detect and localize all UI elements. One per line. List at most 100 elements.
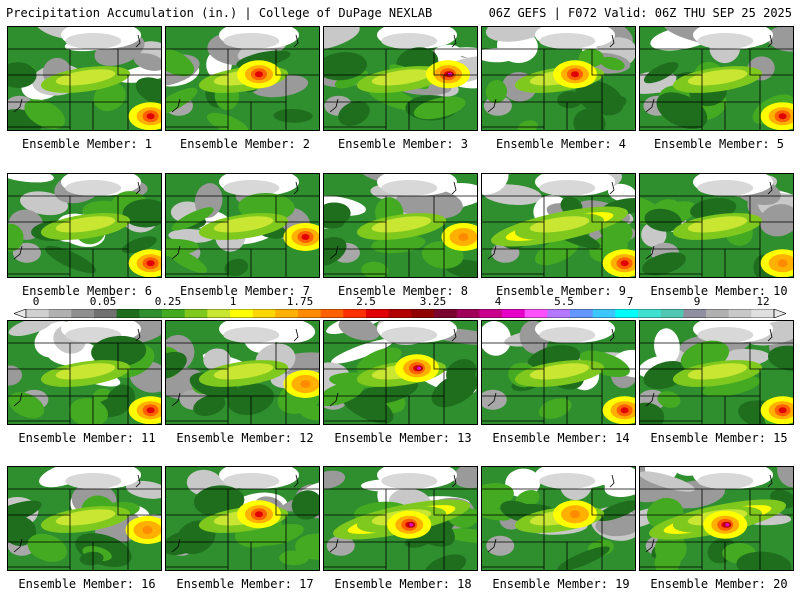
colorbar-segment [411, 309, 435, 318]
colorbar-max-arrow [773, 309, 786, 318]
precip-map-image [8, 174, 161, 277]
precip-map-image [640, 467, 793, 570]
precip-map[interactable] [7, 173, 162, 278]
precip-map[interactable] [323, 173, 478, 278]
precip-map[interactable] [639, 173, 794, 278]
precip-map-image [324, 321, 477, 424]
colorbar-segment [456, 309, 480, 318]
colorbar-segment [660, 309, 684, 318]
ensemble-member-label: Ensemble Member: 17 [176, 577, 314, 591]
colorbar-segment [71, 309, 95, 318]
precip-map[interactable] [481, 26, 636, 131]
precip-map[interactable] [165, 466, 320, 571]
precip-map-image [324, 467, 477, 570]
ensemble-member-label: Ensemble Member: 1 [21, 137, 153, 151]
precip-map[interactable] [7, 26, 162, 131]
precip-map[interactable] [323, 466, 478, 571]
ensemble-member-label: Ensemble Member: 20 [650, 577, 788, 591]
colorbar-tick-label: 5.5 [554, 295, 574, 308]
map-title: Precipitation Accumulation (in.) | Colle… [6, 6, 433, 20]
ensemble-member-label: Ensemble Member: 3 [337, 137, 469, 151]
precip-map[interactable] [165, 26, 320, 131]
ensemble-member-label: Ensemble Member: 12 [176, 431, 314, 445]
colorbar-segment [48, 309, 72, 318]
ensemble-member-label: Ensemble Member: 14 [492, 431, 630, 445]
ensemble-member-label: Ensemble Member: 19 [492, 577, 630, 591]
ensemble-member-label: Ensemble Member: 11 [18, 431, 156, 445]
colorbar-segment [751, 309, 775, 318]
ensemble-member-label: Ensemble Member: 18 [334, 577, 472, 591]
precip-map[interactable] [639, 26, 794, 131]
colorbar-tick-label: 12 [756, 295, 770, 308]
precip-map-image [482, 467, 635, 570]
colorbar-tick-label: 9 [693, 295, 701, 308]
precip-map[interactable] [481, 320, 636, 425]
colorbar-tick-label: 2.5 [356, 295, 376, 308]
colorbar-outline [25, 309, 775, 318]
colorbar-segment [502, 309, 526, 318]
colorbar-tick-label: 1 [229, 295, 237, 308]
colorbar-segment [547, 309, 571, 318]
colorbar-segment [162, 309, 186, 318]
precip-colorbar: 0 0.05 0.25 1 1.75 2.5 3.25 4 5.5 7 9 12 [0, 296, 800, 320]
ensemble-member-label: Ensemble Member: 13 [334, 431, 472, 445]
colorbar-segment [252, 309, 276, 318]
colorbar-tick-label: 4 [494, 295, 502, 308]
colorbar-tick-label: 1.75 [286, 295, 314, 308]
precip-map[interactable] [165, 320, 320, 425]
precip-map[interactable] [7, 320, 162, 425]
colorbar-segment [207, 309, 231, 318]
colorbar-segment [706, 309, 730, 318]
precip-map[interactable] [639, 466, 794, 571]
precip-map-image [166, 467, 319, 570]
precip-map[interactable] [165, 173, 320, 278]
ensemble-member-label: Ensemble Member: 4 [495, 137, 627, 151]
colorbar-segment [298, 309, 322, 318]
ensemble-member-label: Ensemble Member: 2 [179, 137, 311, 151]
precip-map-image [8, 321, 161, 424]
precip-map[interactable] [639, 320, 794, 425]
colorbar-segment [728, 309, 752, 318]
precip-map[interactable] [481, 466, 636, 571]
precip-map-image [482, 174, 635, 277]
colorbar-segment [638, 309, 662, 318]
colorbar-segment [26, 309, 50, 318]
precip-map-image [166, 27, 319, 130]
colorbar-segment [139, 309, 163, 318]
model-run-label: 06Z GEFS | F072 Valid: 06Z THU SEP 25 20… [488, 6, 792, 20]
precip-map-image [166, 174, 319, 277]
colorbar-segment [184, 309, 208, 318]
colorbar-scale [14, 309, 786, 318]
colorbar-segment [615, 309, 639, 318]
colorbar-tick-label: 7 [626, 295, 634, 308]
ensemble-member-label: Ensemble Member: 5 [653, 137, 785, 151]
precip-map-image [640, 27, 793, 130]
colorbar-segment [116, 309, 140, 318]
precip-map-image [8, 467, 161, 570]
colorbar-segment [683, 309, 707, 318]
colorbar-segment [524, 309, 548, 318]
colorbar-segment [570, 309, 594, 318]
colorbar-segment [275, 309, 299, 318]
ensemble-member-label: Ensemble Member: 6 [21, 284, 153, 298]
colorbar-segment [343, 309, 367, 318]
ensemble-member-label: Ensemble Member: 9 [495, 284, 627, 298]
precip-map[interactable] [323, 26, 478, 131]
precip-map[interactable] [481, 173, 636, 278]
precip-map-image [640, 321, 793, 424]
precip-map[interactable] [323, 320, 478, 425]
precip-map-image [482, 321, 635, 424]
colorbar-tick-label: 0.05 [89, 295, 117, 308]
colorbar-segment [320, 309, 344, 318]
colorbar-segment [388, 309, 412, 318]
colorbar-segment [479, 309, 503, 318]
precip-map-image [640, 174, 793, 277]
ensemble-member-label: Ensemble Member: 10 [650, 284, 788, 298]
colorbar-segment [230, 309, 254, 318]
ensemble-member-label: Ensemble Member: 16 [18, 577, 156, 591]
colorbar-segment [592, 309, 616, 318]
ensemble-member-label: Ensemble Member: 8 [337, 284, 469, 298]
colorbar-tick-label: 3.25 [419, 295, 447, 308]
precip-map[interactable] [7, 466, 162, 571]
